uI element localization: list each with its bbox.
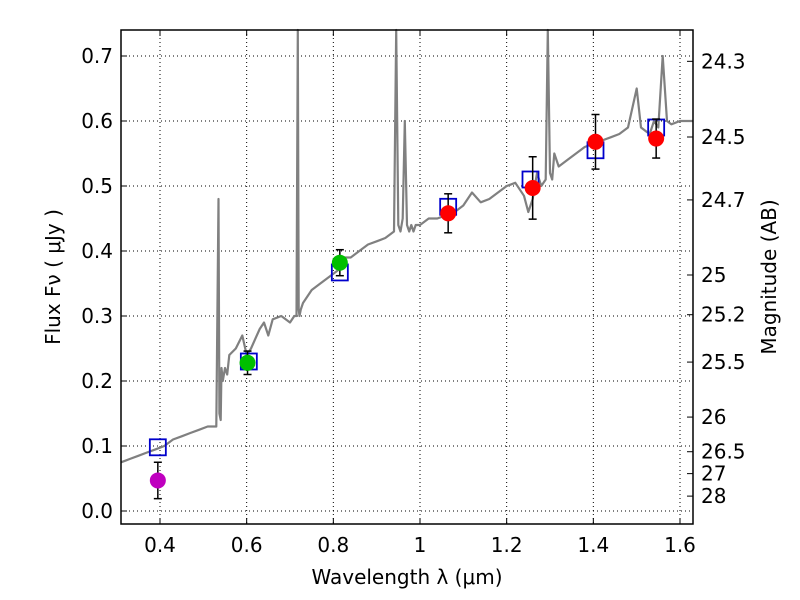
grid-lines — [121, 30, 693, 524]
data-point — [440, 205, 457, 222]
right-tick-label: 28 — [701, 484, 726, 508]
spectrum-line — [120, 28, 693, 464]
model-square — [148, 438, 167, 457]
right-tick-label: 25.5 — [701, 350, 746, 374]
data-point — [149, 472, 166, 489]
spectrum-layer — [120, 28, 693, 464]
data-point — [648, 130, 665, 147]
data-point — [239, 354, 256, 371]
x-tick-label: 1 — [414, 533, 427, 557]
right-tick-label: 27 — [701, 462, 726, 486]
right-tick-label: 26 — [701, 405, 726, 429]
right-tick-label: 25 — [701, 263, 726, 287]
plot-frame — [120, 29, 694, 525]
right-tick-label: 24.7 — [701, 188, 746, 212]
x-tick-label: 1.2 — [491, 533, 523, 557]
right-axis-label: Magnitude (AB) — [757, 199, 781, 354]
x-axis-label: Wavelength λ (μm) — [311, 565, 502, 589]
x-tick-label: 1.4 — [577, 533, 609, 557]
data-point — [587, 133, 604, 150]
x-tick-label: 0.6 — [231, 533, 263, 557]
x-tick-label: 0.4 — [144, 533, 176, 557]
x-tick-label: 1.6 — [664, 533, 696, 557]
right-tick-label: 25.2 — [701, 303, 746, 327]
y-tick-label: 0.7 — [81, 44, 113, 68]
model-photometry-layer — [148, 118, 666, 457]
y-axis-ticks: 0.0 0.1 0.2 0.3 0.4 0.5 0.6 0.7 — [81, 44, 127, 523]
right-tick-label: 26.5 — [701, 440, 746, 464]
y-axis-label: Flux Fν ( μJy ) — [41, 209, 65, 345]
right-tick-label: 24.3 — [701, 49, 746, 73]
y-tick-label: 0.4 — [81, 239, 113, 263]
observed-photometry-layer — [149, 113, 665, 500]
data-point — [524, 179, 541, 196]
right-tick-label: 24.5 — [701, 125, 746, 149]
y-tick-label: 0.1 — [81, 434, 113, 458]
y-tick-label: 0.2 — [81, 369, 113, 393]
y-tick-label: 0.5 — [81, 174, 113, 198]
y-tick-label: 0.3 — [81, 304, 113, 328]
y-tick-label: 0.6 — [81, 109, 113, 133]
x-tick-label: 0.8 — [317, 533, 349, 557]
y-tick-label: 0.0 — [81, 499, 113, 523]
data-point — [331, 254, 348, 271]
x-axis-ticks: 0.4 0.6 0.8 1 1.2 1.4 1.6 — [144, 30, 696, 557]
